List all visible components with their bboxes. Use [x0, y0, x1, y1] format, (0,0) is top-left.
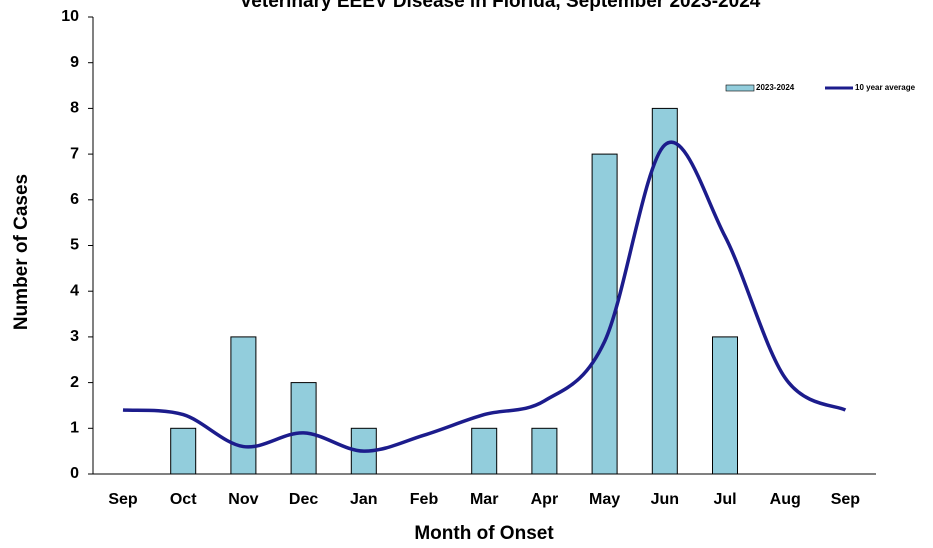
x-tick-label: Mar [470, 491, 498, 508]
y-tick-label: 7 [70, 145, 79, 162]
y-tick-label: 2 [70, 374, 79, 391]
x-tick-label: Nov [228, 491, 258, 508]
bar [531, 427, 558, 475]
y-tick-label: 9 [70, 54, 79, 71]
x-tick-label: Sep [831, 491, 861, 508]
x-tick-label: Jul [713, 491, 736, 508]
x-tick-label: Jun [651, 491, 679, 508]
x-tick-label: Aug [770, 491, 801, 508]
legend-swatch [725, 84, 755, 92]
bar [170, 427, 197, 475]
y-tick-label: 1 [70, 420, 79, 437]
bar [712, 336, 738, 475]
y-tick-label: 4 [70, 282, 79, 299]
y-tick-label: 8 [70, 100, 79, 117]
x-tick-label: Dec [289, 491, 318, 508]
y-tick-label: 3 [70, 328, 79, 345]
legend-label: 2023-2024 [756, 83, 795, 92]
y-tick-label: 0 [70, 465, 79, 482]
x-tick-label: May [589, 491, 620, 508]
bar [290, 382, 317, 475]
x-tick-label: Jan [350, 491, 378, 508]
y-tick-label: 6 [70, 191, 79, 208]
y-axis-title: Number of Cases [11, 174, 32, 330]
legend-label: 10 year average [855, 83, 916, 92]
y-tick-label: 5 [70, 237, 79, 254]
x-tick-label: Feb [410, 491, 439, 508]
x-tick-label: Sep [108, 491, 138, 508]
y-tick-label: 10 [61, 8, 79, 25]
x-tick-label: Oct [170, 491, 197, 508]
bar [230, 336, 257, 475]
chart-title: Veterinary EEEV Disease in Florida, Sept… [240, 0, 761, 12]
bar [651, 107, 678, 475]
x-tick-label: Apr [531, 491, 559, 508]
bar [471, 427, 498, 475]
x-axis-title: Month of Onset [414, 523, 554, 544]
line [122, 140, 847, 453]
